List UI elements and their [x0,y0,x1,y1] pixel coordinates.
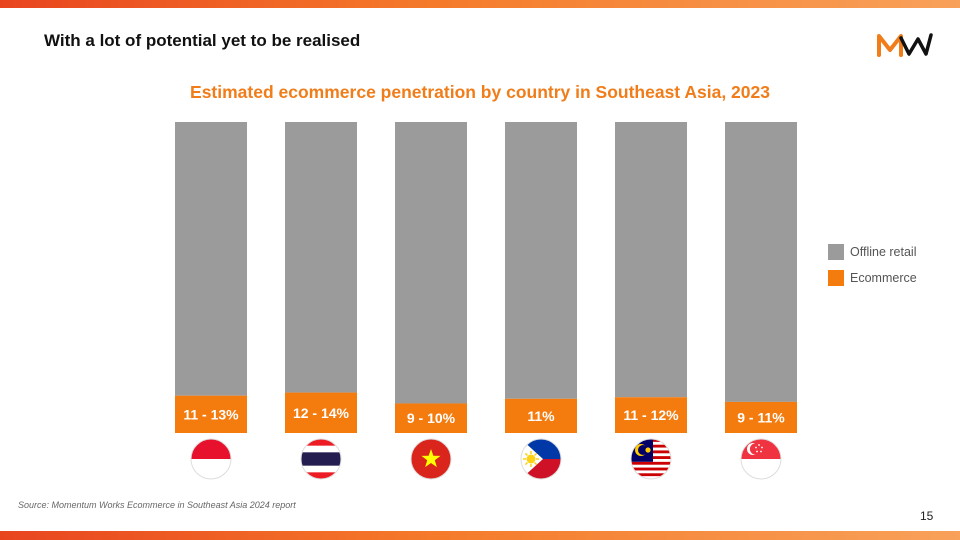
indonesia-flag-icon [190,438,232,480]
momentum-works-logo-icon [877,33,933,57]
legend-item-ecommerce: Ecommerce [828,269,917,287]
data-label-vietnam: 9 - 10% [407,410,456,426]
bar-ecommerce-vietnam [395,403,467,433]
bottom-accent-bar [0,531,960,540]
source-note: Source: Momentum Works Ecommerce in Sout… [18,500,296,510]
legend-swatch-ecommerce [828,270,844,286]
slide-title: With a lot of potential yet to be realis… [44,31,361,50]
data-label-philippines: 11% [527,408,555,424]
bar-offline-thailand [285,122,357,393]
legend-item-offline: Offline retail [828,243,917,261]
data-label-indonesia: 11 - 13% [183,406,239,422]
bar-ecommerce-thailand [285,392,357,433]
thailand-flag-icon [300,438,342,480]
legend-label-ecommerce: Ecommerce [850,271,917,285]
flag-outline-singapore [740,438,782,480]
malaysia-flag-icon [630,438,672,480]
bar-offline-indonesia [175,122,247,396]
chart-title: Estimated ecommerce penetration by count… [190,82,770,102]
bar-offline-philippines [505,122,577,399]
flag-outline-thailand [300,438,342,480]
bar-offline-malaysia [615,122,687,398]
bar-ecommerce-indonesia [175,395,247,433]
bar-ecommerce-singapore [725,401,797,433]
page-number: 15 [920,509,934,523]
vietnam-flag-icon [410,438,452,480]
singapore-flag-icon [740,438,782,480]
top-accent-bar [0,0,960,8]
bar-offline-vietnam [395,122,467,404]
legend: Offline retail Ecommerce [828,243,917,295]
bar-ecommerce-malaysia [615,397,687,433]
data-label-singapore: 9 - 11% [737,409,785,425]
legend-swatch-offline [828,244,844,260]
flag-outline-philippines [520,438,562,480]
bar-ecommerce-philippines [505,398,577,433]
flag-outline-vietnam [410,438,452,480]
flag-outline-indonesia [190,438,232,480]
data-label-thailand: 12 - 14% [293,405,350,421]
philippines-flag-icon [520,438,562,480]
legend-label-offline: Offline retail [850,245,917,259]
bar-offline-singapore [725,122,797,402]
data-label-malaysia: 11 - 12% [623,407,679,423]
flag-outline-malaysia [630,438,672,480]
